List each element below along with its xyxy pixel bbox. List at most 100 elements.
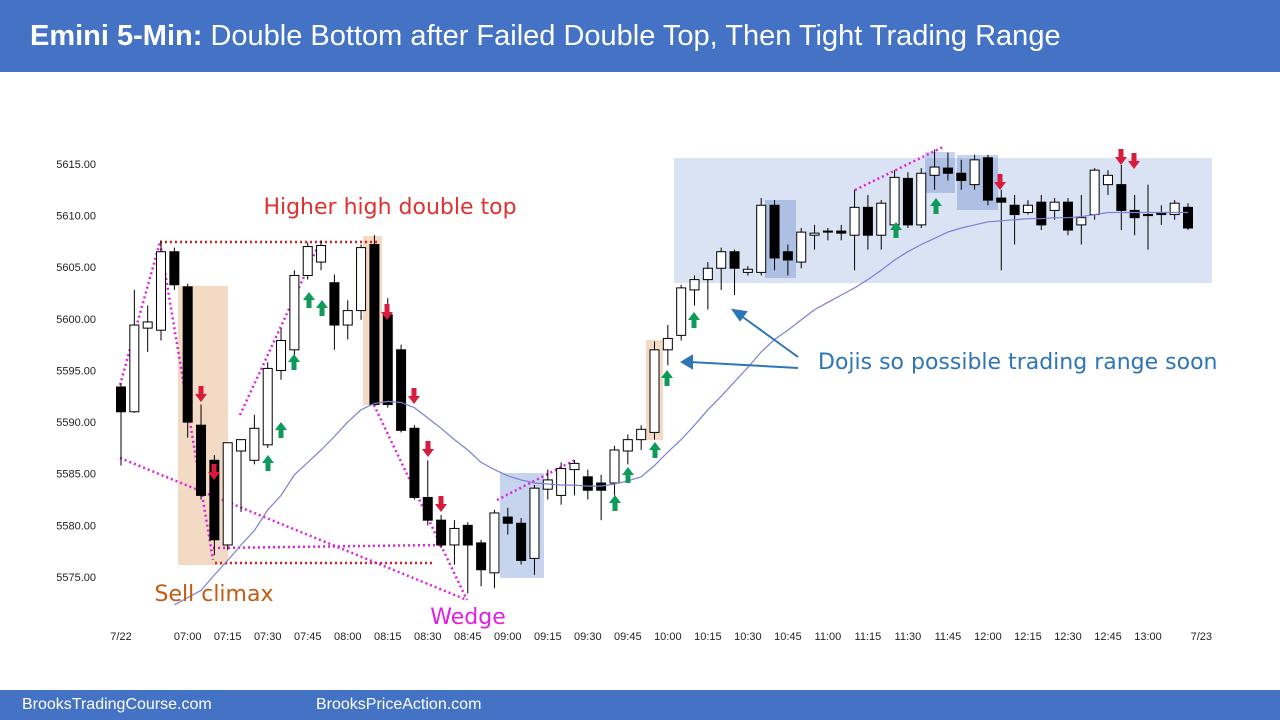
plot: 5575.00 5580.00 5585.00 5590.00 5595.00 5600.… <box>56 149 1212 643</box>
sell-arrow <box>435 496 447 512</box>
candle-body <box>849 206 860 236</box>
x-tick-label: 11:00 <box>815 631 842 643</box>
wedge-line <box>212 543 441 550</box>
callout-arrow <box>739 314 799 358</box>
x-tick-label: 12:00 <box>974 631 1002 643</box>
candle-body <box>236 439 247 452</box>
candle-body <box>742 268 753 273</box>
candle-body <box>249 427 260 461</box>
candle-body <box>1022 204 1033 213</box>
buy-arrow <box>303 292 315 308</box>
footer-link: BrooksTradingCourse.com <box>22 696 212 713</box>
candle-body <box>1142 214 1153 217</box>
annotation: Sell climax <box>155 582 274 607</box>
candle-body <box>782 251 793 261</box>
candle-body <box>1089 169 1100 216</box>
annotation: Higher high double top <box>263 195 516 220</box>
x-tick-label: 10:30 <box>734 631 762 643</box>
sell-arrow <box>195 386 207 402</box>
candle-body <box>809 232 820 236</box>
y-tick-label: 5575.00 <box>56 572 96 584</box>
candle-body <box>1102 174 1113 186</box>
moving-average <box>174 211 1188 606</box>
candle-body <box>422 496 433 521</box>
candle-body <box>902 177 913 226</box>
x-tick-label: 07:30 <box>254 631 282 643</box>
x-tick-label: 09:15 <box>534 631 562 643</box>
signal-arrows <box>195 149 1140 512</box>
candle-body <box>982 157 993 201</box>
y-tick-label: 5595.00 <box>56 365 96 377</box>
candle-body <box>716 251 727 269</box>
buy-arrow <box>262 455 274 471</box>
sell-arrow <box>208 464 220 480</box>
annotation: Wedge <box>430 605 505 630</box>
candle-body <box>942 167 953 174</box>
candle-body <box>1156 213 1167 216</box>
wedge-line <box>854 145 944 192</box>
title: Double Bottom after Failed Double Top, T… <box>210 20 1061 52</box>
candle-body <box>876 202 887 236</box>
sell-arrow <box>1115 149 1127 165</box>
candle-body <box>836 230 847 234</box>
candle-body <box>196 424 207 496</box>
candle-body <box>222 442 233 546</box>
sell-arrow <box>1128 153 1140 169</box>
candle-body <box>1062 201 1073 231</box>
candle-body <box>796 231 807 263</box>
x-tick-label: 11:45 <box>935 631 962 643</box>
x-tick-label: 07:45 <box>294 631 322 643</box>
candle-body <box>169 251 180 286</box>
y-tick-label: 5585.00 <box>56 469 96 481</box>
candle-body <box>369 244 380 406</box>
header: Emini 5-Min: Double Bottom after Failed … <box>0 0 1280 72</box>
x-tick-label: 09:30 <box>574 631 602 643</box>
candle-body <box>1036 201 1047 226</box>
candle-body <box>929 166 940 176</box>
candle-body <box>316 245 327 263</box>
sell-arrow <box>381 304 393 320</box>
candle-body <box>1129 209 1140 219</box>
candle-body <box>1076 217 1087 226</box>
x-tick-label: 07:15 <box>214 631 242 643</box>
x-tick-label: 12:15 <box>1014 631 1042 643</box>
buy-arrow <box>609 495 621 511</box>
y-tick-label: 5580.00 <box>56 520 96 532</box>
sell-arrow <box>422 441 434 457</box>
candle-body <box>636 428 647 441</box>
candle-body <box>996 197 1007 203</box>
buy-arrow <box>649 442 661 458</box>
candle-body <box>142 321 153 329</box>
buy-arrow <box>622 467 634 483</box>
candle-body <box>569 462 580 471</box>
candle-body <box>969 159 980 186</box>
candle-body <box>622 439 633 452</box>
chart: 5575.00 5580.00 5585.00 5590.00 5595.00 5600.… <box>56 145 1217 643</box>
candle-body <box>156 251 167 331</box>
buy-arrow <box>275 422 287 438</box>
candle-body <box>676 287 687 336</box>
candle-body <box>556 468 567 496</box>
candle-body <box>1183 206 1193 229</box>
x-tick-label: 10:00 <box>654 631 682 643</box>
candle-body <box>916 172 927 226</box>
x-tick-label: 12:30 <box>1054 631 1082 643</box>
candle-body <box>396 349 407 431</box>
candle-body <box>382 314 393 406</box>
x-tick-label: 7/23 <box>1191 631 1212 643</box>
candle-body <box>582 476 593 491</box>
buy-arrow <box>930 198 942 214</box>
candle-body <box>662 337 673 351</box>
candle-body <box>276 340 287 371</box>
y-tick-label: 5605.00 <box>56 262 96 274</box>
x-tick-label: 12:45 <box>1094 631 1122 643</box>
candle-body <box>649 349 660 433</box>
candle-body <box>1169 202 1180 216</box>
candle-body <box>476 542 487 571</box>
candle-body <box>956 172 967 181</box>
candle-body <box>329 282 340 326</box>
x-tick-label: 09:00 <box>494 631 522 643</box>
x-tick-label: 10:45 <box>774 631 802 643</box>
candle-body <box>209 459 220 541</box>
y-tick-label: 5590.00 <box>56 417 96 429</box>
